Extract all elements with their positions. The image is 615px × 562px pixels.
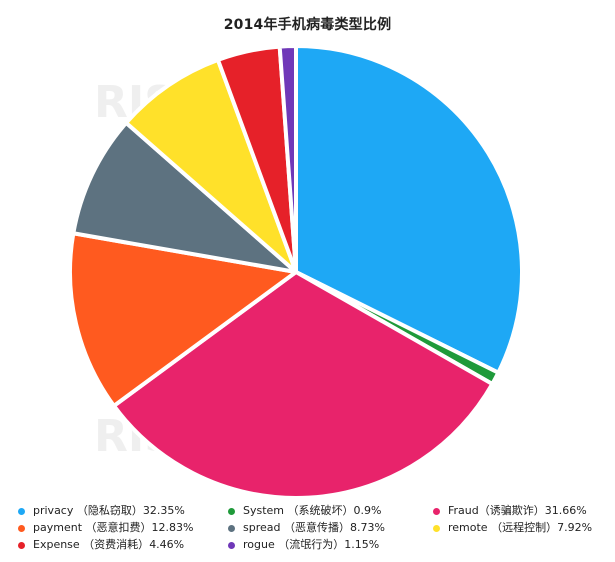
pie-slice-5: [71, 120, 298, 274]
legend-label: remote （远程控制）: [448, 521, 558, 534]
legend-value: 1.15%: [344, 538, 380, 551]
legend-item-1: privacy （隐私窃取） 32.35%: [18, 503, 185, 519]
legend-item-8: rogue （流氓行为） 1.15%: [228, 537, 379, 553]
pie-slice-6: [124, 57, 298, 274]
legend-item-5: spread （恶意传播） 8.73%: [228, 520, 385, 536]
legend-label: spread （恶意传播）: [243, 521, 350, 534]
legend-item-2: System （系统破坏） 0.9%: [228, 503, 381, 519]
pie-slice-3: [111, 270, 495, 500]
legend-value: 12.83%: [151, 521, 194, 534]
pie-slices-group: [68, 44, 524, 500]
legend-item-4: payment （恶意扣费） 12.83%: [18, 520, 193, 536]
pie-slice-1: [294, 44, 524, 375]
legend-label: Expense （资费消耗）: [33, 538, 150, 551]
legend-item-7: Expense （资费消耗） 4.46%: [18, 537, 184, 553]
legend-swatch: [18, 524, 25, 532]
pie-slice-4: [68, 231, 298, 408]
legend-swatch: [228, 507, 235, 515]
legend-item-3: Fraud（诱骗欺诈） 31.66%: [433, 503, 587, 519]
legend-value: 32.35%: [142, 504, 185, 517]
chart-title: 2014年手机病毒类型比例: [223, 17, 392, 33]
legend-label: privacy （隐私窃取）: [33, 504, 143, 517]
chart-legend: privacy （隐私窃取） 32.35% System （系统破坏） 0.9% Fra…: [0, 503, 615, 557]
legend-value: 0.9%: [353, 504, 382, 517]
legend-label: payment （恶意扣费）: [33, 521, 152, 534]
legend-label: System （系统破坏）: [243, 504, 354, 517]
legend-swatch: [228, 541, 235, 549]
legend-value: 4.46%: [149, 538, 185, 551]
legend-swatch: [18, 507, 25, 515]
legend-item-6: remote （远程控制） 7.92%: [433, 520, 592, 536]
legend-swatch: [228, 524, 235, 532]
legend-label: rogue （流氓行为）: [243, 538, 345, 551]
legend-label: Fraud（诱骗欺诈）: [448, 504, 545, 517]
legend-value: 31.66%: [544, 504, 587, 517]
legend-swatch: [433, 524, 440, 532]
legend-swatch: [433, 507, 440, 515]
pie-slice-8: [277, 44, 298, 274]
legend-swatch: [18, 541, 25, 549]
legend-value: 8.73%: [349, 521, 385, 534]
legend-value: 7.92%: [557, 521, 593, 534]
